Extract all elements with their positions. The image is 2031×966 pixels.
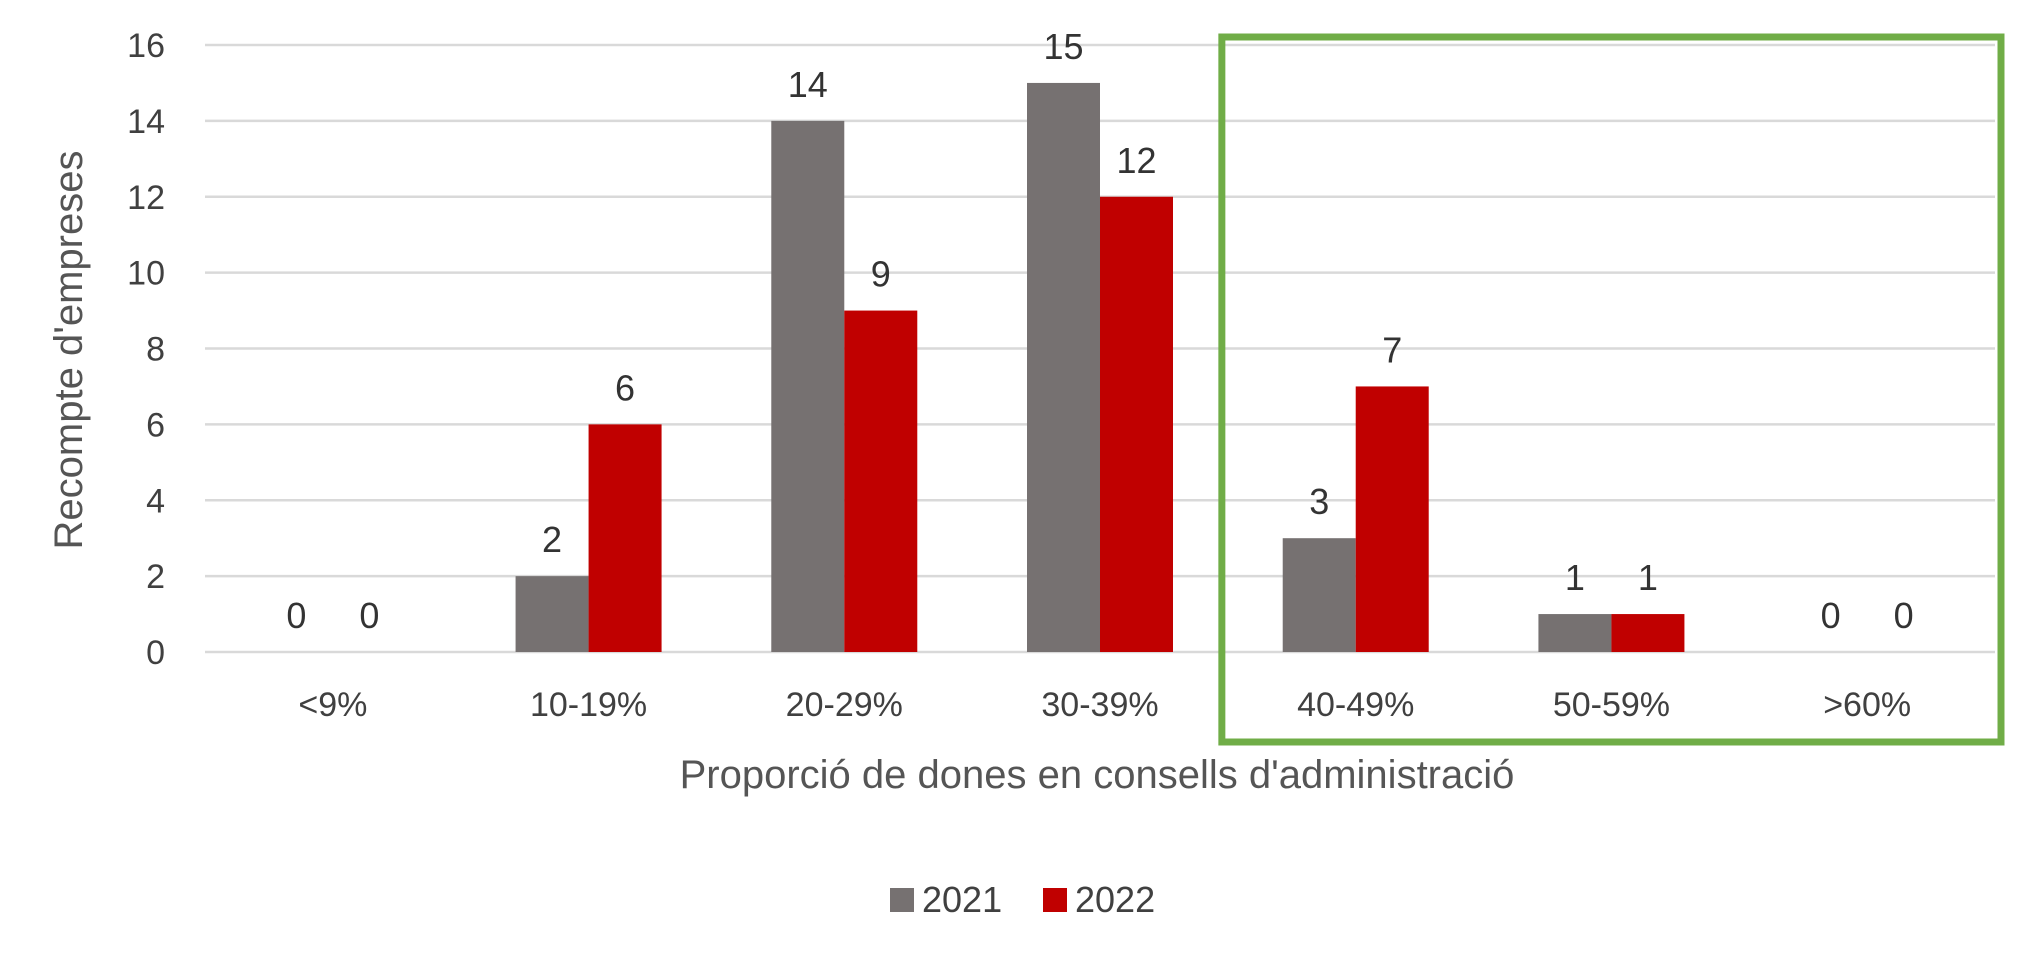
y-tick-label-14: 14 (127, 103, 165, 141)
bar-2021-3 (1027, 82, 1100, 652)
bar-2022-1 (588, 424, 662, 652)
data-label-2021-1: 2 (542, 519, 562, 560)
y-tick-label-6: 6 (146, 406, 165, 444)
y-axis-title: Recompte d'empreses (47, 151, 91, 550)
data-label-2022-6: 0 (1894, 595, 1914, 636)
data-label-2022-4: 7 (1382, 329, 1402, 370)
bar-2021-5 (1538, 614, 1612, 652)
data-label-2021-5: 1 (1565, 557, 1585, 598)
highlight-box (1218, 33, 2005, 746)
data-label-2022-1: 6 (615, 367, 635, 408)
legend: 2021 2022 (890, 879, 1155, 920)
bar-2021-4 (1282, 538, 1356, 652)
legend-swatch-2021 (890, 888, 914, 912)
x-tick-label-3: 30-39% (1041, 686, 1158, 724)
x-tick-label-5: 50-59% (1553, 686, 1670, 724)
data-label-2021-3: 15 (1043, 26, 1083, 67)
x-axis-ticks: <9% 10-19% 20-29% 30-39% 40-49% 50-59% >60% (298, 686, 1911, 724)
bar-2022-4 (1355, 386, 1429, 652)
y-tick-label-4: 4 (146, 482, 165, 520)
y-tick-label-16: 16 (127, 27, 165, 65)
data-label-2021-4: 3 (1309, 481, 1329, 522)
legend-swatch-2022 (1043, 888, 1067, 912)
x-tick-label-6: >60% (1823, 686, 1911, 724)
y-tick-label-12: 12 (127, 179, 165, 217)
bar-2022-2 (844, 310, 918, 652)
y-axis-ticks: 0 2 4 6 8 10 12 14 16 (127, 27, 165, 672)
bar-2021-2 (771, 120, 845, 652)
bar-2022-5 (1611, 614, 1685, 652)
data-label-2021-2: 14 (788, 64, 828, 105)
bar-2021-1 (515, 576, 589, 652)
y-tick-label-0: 0 (146, 634, 165, 672)
data-label-2021-0: 0 (286, 595, 306, 636)
y-tick-label-10: 10 (127, 255, 165, 293)
data-label-2022-2: 9 (871, 254, 891, 295)
x-tick-label-4: 40-49% (1297, 686, 1414, 724)
data-label-2022-0: 0 (359, 595, 379, 636)
x-tick-label-2: 20-29% (786, 686, 903, 724)
data-label-2022-3: 12 (1116, 140, 1156, 181)
x-axis-title: Proporció de dones en consells d'adminis… (680, 753, 1515, 797)
data-label-2021-6: 0 (1821, 595, 1841, 636)
legend-label-2022: 2022 (1075, 879, 1155, 920)
x-tick-label-0: <9% (298, 686, 367, 724)
legend-label-2021: 2021 (922, 879, 1002, 920)
x-tick-label-1: 10-19% (530, 686, 647, 724)
highlight-region (1218, 33, 2005, 746)
data-label-2022-5: 1 (1638, 557, 1658, 598)
bar-2022-3 (1100, 196, 1173, 652)
bars (515, 82, 1685, 652)
y-tick-label-2: 2 (146, 558, 165, 596)
y-tick-label-8: 8 (146, 331, 165, 369)
